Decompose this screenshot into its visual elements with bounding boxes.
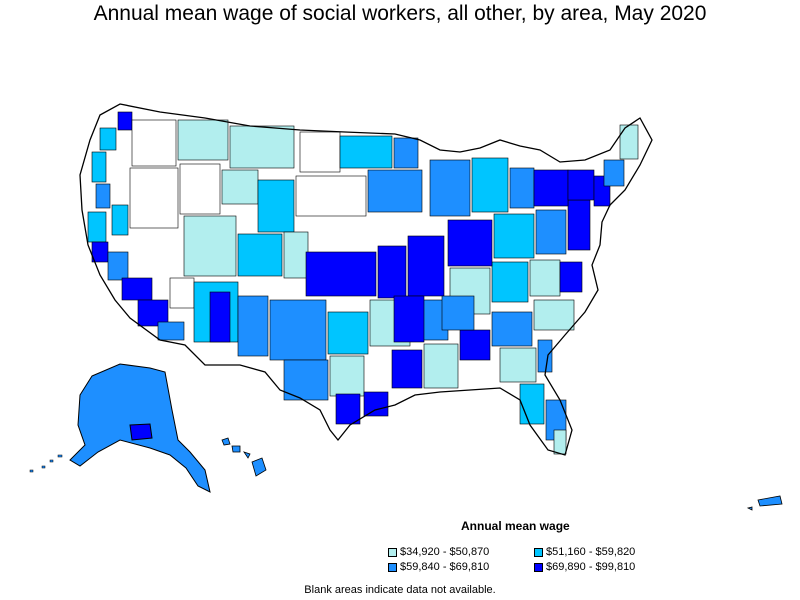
map-region	[529, 259, 561, 297]
map-region	[117, 111, 133, 131]
map-region	[99, 127, 117, 151]
map-region	[129, 167, 179, 229]
map-region	[407, 235, 445, 297]
map-region	[237, 295, 269, 357]
map-region	[131, 119, 177, 167]
map-region	[229, 125, 295, 169]
legend-item-4: $69,890 - $99,810	[534, 561, 635, 573]
map-region	[429, 159, 471, 217]
map-region	[491, 311, 533, 347]
map-region	[179, 163, 221, 215]
map-region	[257, 179, 295, 233]
legend-title: Annual mean wage	[461, 519, 570, 533]
map-region	[137, 299, 169, 327]
map-region	[91, 151, 107, 183]
map-title: Annual mean wage of social workers, all …	[93, 2, 707, 25]
legend-label-2: $51,160 - $59,820	[546, 546, 636, 558]
map-region	[335, 393, 361, 425]
map-region	[471, 157, 509, 213]
map-region	[183, 215, 237, 277]
map-region	[87, 211, 107, 243]
map-region	[553, 429, 567, 455]
map-region	[157, 321, 185, 341]
map-region	[329, 355, 365, 397]
map-region	[499, 347, 537, 383]
map-region	[393, 295, 425, 343]
map-region	[519, 383, 545, 425]
footnote: Blank areas indicate data not available.	[304, 584, 496, 596]
legend-swatch-3	[388, 562, 397, 572]
map-region	[535, 209, 567, 255]
map-region	[299, 131, 341, 173]
legend-label-4: $69,890 - $99,810	[546, 561, 636, 573]
legend-item-1: $34,920 - $50,870	[388, 546, 489, 558]
map-region	[393, 137, 419, 169]
map-region	[493, 213, 535, 259]
map-region	[295, 175, 367, 217]
map-region	[533, 299, 575, 331]
legend-item-2: $51,160 - $59,820	[534, 546, 635, 558]
map-region	[567, 169, 595, 201]
hawaii-islands	[221, 437, 267, 477]
map-region	[567, 199, 591, 251]
map-region	[423, 343, 459, 389]
map-region	[111, 204, 129, 236]
map-region	[459, 329, 491, 361]
contiguous-us-outline	[79, 103, 653, 456]
map-region	[283, 359, 329, 401]
map-region	[121, 277, 153, 301]
map-region	[367, 169, 423, 213]
map-region	[95, 183, 111, 209]
legend-label-3: $59,840 - $69,810	[400, 561, 490, 573]
legend-swatch-2	[534, 547, 543, 557]
puerto-rico	[746, 495, 783, 511]
map-region	[339, 135, 393, 169]
legend-label-1: $34,920 - $50,870	[400, 546, 490, 558]
map-region	[377, 245, 407, 299]
legend-swatch-1	[388, 547, 397, 557]
map-region	[169, 277, 195, 309]
map-region	[283, 231, 309, 279]
map-region	[237, 233, 283, 277]
map-region	[619, 124, 639, 160]
map-region	[91, 241, 109, 263]
map-region	[509, 167, 535, 209]
map-region	[177, 119, 229, 161]
map-region	[559, 261, 583, 293]
map-region	[269, 299, 327, 361]
map-region	[209, 291, 231, 343]
legend-swatch-4	[534, 562, 543, 572]
map-regions	[87, 111, 639, 455]
map-region	[537, 339, 553, 373]
map-region	[447, 219, 493, 267]
map-region	[603, 159, 625, 187]
map-region	[107, 251, 129, 281]
map-region	[305, 251, 377, 297]
map-region	[491, 261, 529, 303]
aleutian-islands	[29, 454, 63, 473]
map-region	[391, 349, 423, 389]
legend-item-3: $59,840 - $69,810	[388, 561, 489, 573]
map-region	[441, 295, 475, 331]
map-region	[533, 169, 569, 207]
map-region	[363, 391, 389, 417]
map-region	[221, 169, 259, 205]
map-region	[327, 311, 369, 355]
alaska-north-slope	[129, 423, 153, 441]
